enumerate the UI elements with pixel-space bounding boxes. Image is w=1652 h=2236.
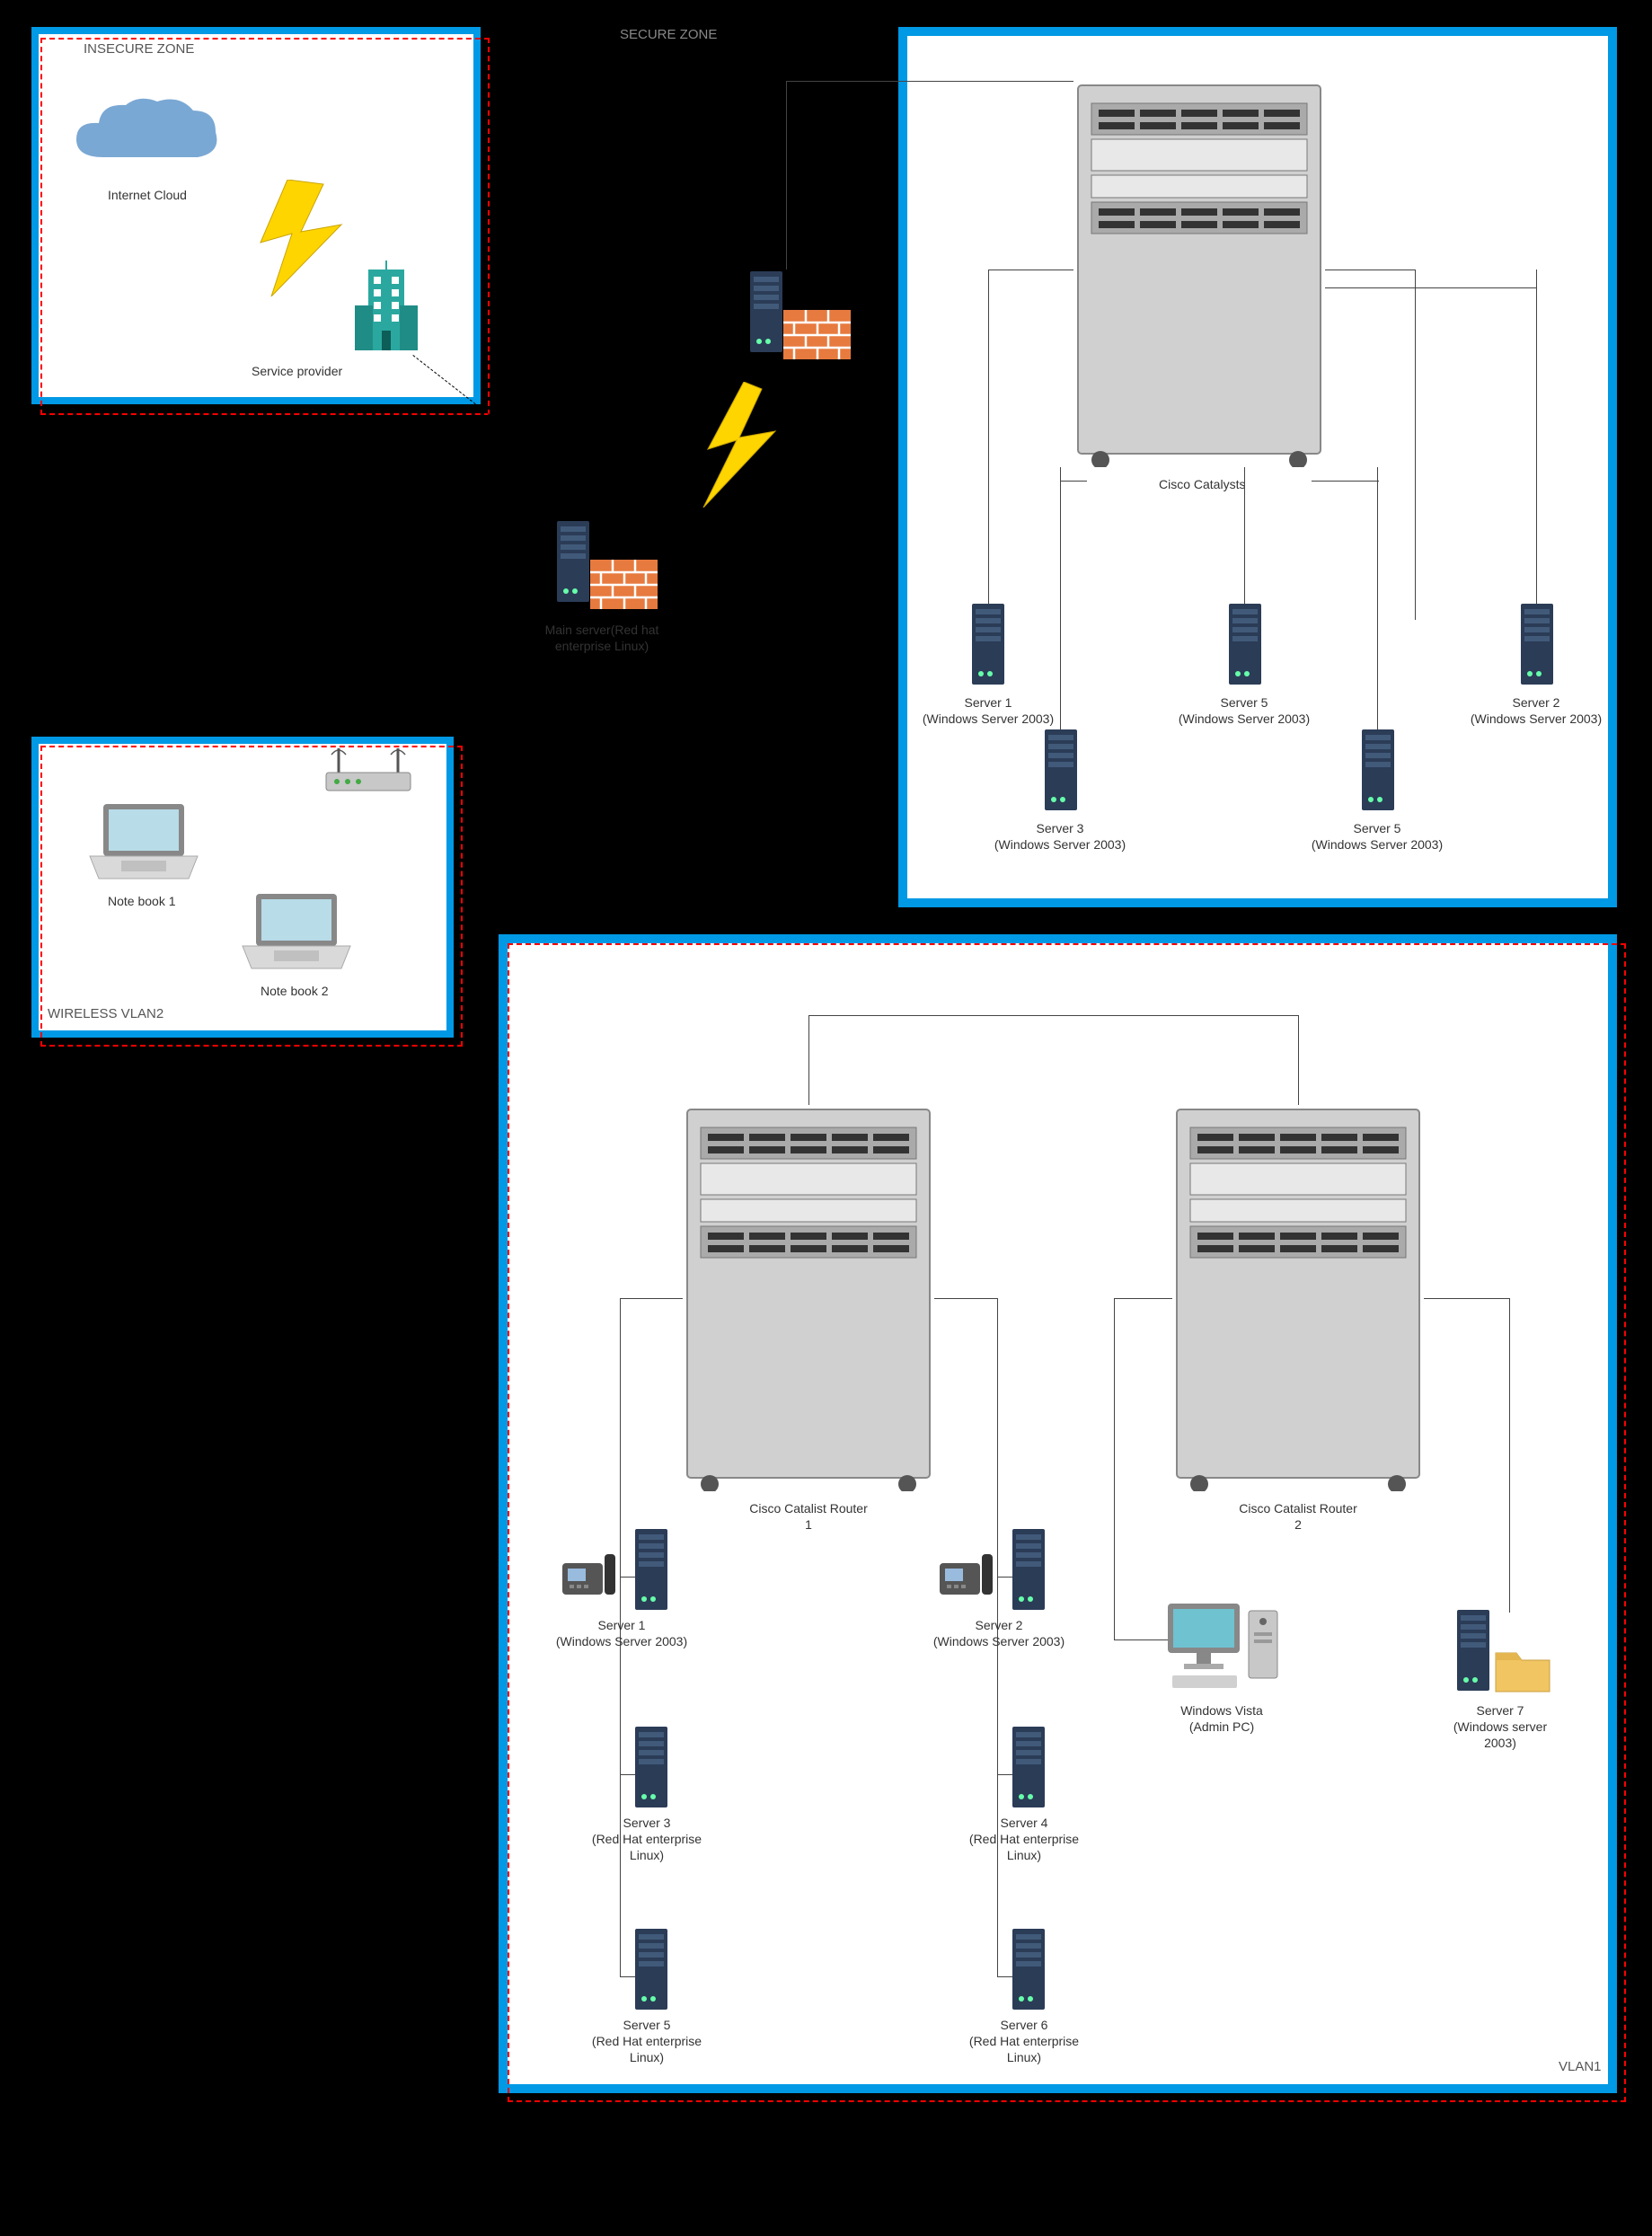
server-tower-icon	[1011, 1725, 1047, 1810]
server-tower-icon	[1455, 1608, 1491, 1693]
connector-line	[1060, 467, 1061, 737]
connector-line	[988, 270, 989, 620]
notebook1-label: Note book 1	[108, 893, 176, 909]
admin-pc-label: Windows Vista (Admin PC)	[1150, 1702, 1294, 1735]
service-provider-label: Service provider	[252, 363, 342, 379]
laptop-icon	[85, 800, 202, 885]
internet-cloud-label: Internet Cloud	[108, 187, 187, 203]
rack-icon	[1172, 1105, 1424, 1491]
server-tower-icon	[748, 270, 784, 355]
sz-server1-label: Server 1 (Windows Server 2003)	[916, 694, 1060, 727]
connector-line	[620, 1298, 683, 1299]
v1-server6-label: Server 6 (Red Hat enterprise Linux)	[952, 2017, 1096, 2066]
connector-line	[808, 1015, 809, 1105]
zone-wireless-title: WIRELESS VLAN2	[48, 1006, 163, 1021]
cisco-catalysts-label: Cisco Catalysts	[1159, 476, 1245, 492]
zone-secure-title: SECURE ZONE	[620, 27, 717, 42]
server-tower-icon	[1011, 1927, 1047, 2012]
server-tower-icon	[1043, 728, 1079, 813]
folder-icon	[1491, 1642, 1554, 1696]
sz-server5a-label: Server 5 (Windows Server 2003)	[1172, 694, 1316, 727]
rack-icon	[1073, 81, 1325, 467]
server-tower-icon	[1360, 728, 1396, 813]
server-tower-icon	[1227, 602, 1263, 687]
zone-vlan1-title: VLAN1	[1559, 2059, 1602, 2074]
server-tower-icon	[633, 1527, 669, 1613]
server-tower-icon	[555, 519, 591, 605]
connector-line	[1114, 1298, 1172, 1299]
firewall-icon	[590, 560, 658, 609]
connector-line	[786, 81, 787, 270]
zone-insecure-title: INSECURE ZONE	[84, 41, 194, 57]
firewall-icon	[783, 310, 851, 359]
v1-server3-label: Server 3 (Red Hat enterprise Linux)	[575, 1815, 719, 1864]
v1-server4-label: Server 4 (Red Hat enterprise Linux)	[952, 1815, 1096, 1864]
connector-line	[934, 1298, 997, 1299]
phone-icon	[555, 1545, 618, 1599]
sz-server3-label: Server 3 (Windows Server 2003)	[988, 820, 1132, 853]
server-tower-icon	[970, 602, 1006, 687]
connector-line	[1060, 481, 1087, 482]
lightning-icon	[252, 180, 350, 296]
main-server-label: Main server(Red hat enterprise Linux)	[530, 622, 674, 654]
connector-line	[1114, 1298, 1115, 1639]
sz-server2-label: Server 2 (Windows Server 2003)	[1464, 694, 1608, 727]
connector-line	[786, 81, 1073, 82]
dashed-connector	[412, 355, 654, 544]
connector-line	[1312, 481, 1379, 482]
router2-label: Cisco Catalist Router 2	[1231, 1500, 1365, 1533]
server-tower-icon	[633, 1725, 669, 1810]
sz-server5b-label: Server 5 (Windows Server 2003)	[1305, 820, 1449, 853]
connector-line	[1244, 467, 1245, 620]
connector-line	[1509, 1298, 1510, 1613]
connector-line	[1377, 467, 1378, 737]
zone-vlan1	[499, 934, 1617, 2093]
cloud-icon	[67, 94, 225, 175]
v1-server5-label: Server 5 (Red Hat enterprise Linux)	[575, 2017, 719, 2066]
connector-line	[808, 1015, 1298, 1016]
building-icon	[350, 261, 422, 358]
v1-server2-label: Server 2 (Windows Server 2003)	[927, 1617, 1071, 1649]
connector-line	[1536, 270, 1537, 620]
server-tower-icon	[1519, 602, 1555, 687]
rack-icon	[683, 1105, 934, 1491]
phone-icon	[932, 1545, 995, 1599]
connector-line	[1424, 1298, 1509, 1299]
server-tower-icon	[1011, 1527, 1047, 1613]
v1-server1-label: Server 1 (Windows Server 2003)	[550, 1617, 693, 1649]
lightning-icon	[690, 382, 780, 508]
pc-icon	[1159, 1595, 1285, 1693]
v1-server7-label: Server 7 (Windows server 2003)	[1428, 1702, 1572, 1752]
server-tower-icon	[633, 1927, 669, 2012]
connector-line	[1325, 287, 1536, 288]
connector-line	[1415, 270, 1416, 620]
laptop-icon	[238, 889, 355, 975]
wifi-router-icon	[319, 744, 418, 796]
router1-label: Cisco Catalist Router 1	[741, 1500, 876, 1533]
connector-line	[1298, 1015, 1299, 1105]
notebook2-label: Note book 2	[261, 983, 329, 999]
